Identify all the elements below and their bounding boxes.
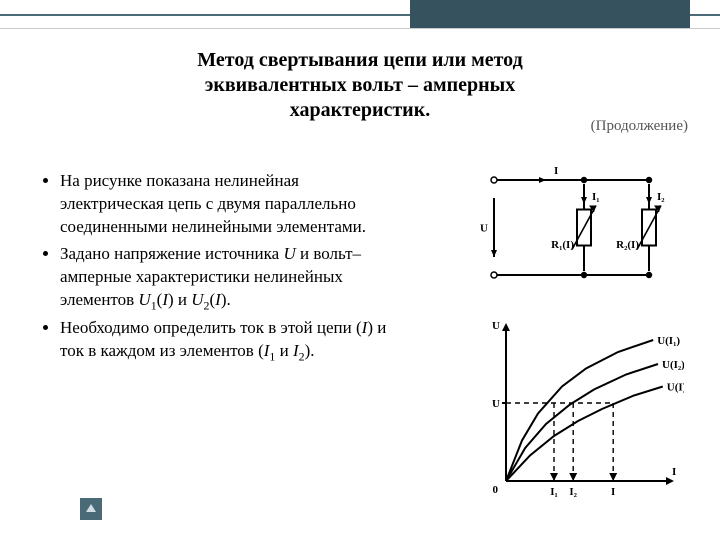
title-line-2: эквивалентных вольт – амперных <box>0 73 720 98</box>
bullet-list: На рисунке показана нелинейная электриче… <box>42 170 402 365</box>
slide-title: Метод свертывания цепи или метод эквивал… <box>0 48 720 123</box>
continuation-label: (Продолжение) <box>591 118 688 135</box>
svg-text:U(I₁): U(I₁) <box>657 335 680 347</box>
body-bullets: На рисунке показана нелинейная электриче… <box>42 170 402 369</box>
rule-block <box>410 0 690 28</box>
bullet-item: Необходимо определить ток в этой цепи (I… <box>60 317 402 364</box>
svg-text:0: 0 <box>493 484 499 496</box>
nav-up-button[interactable] <box>80 498 102 520</box>
svg-text:I₁: I₁ <box>592 191 600 203</box>
svg-text:I: I <box>611 486 615 498</box>
svg-text:U: U <box>492 320 500 332</box>
svg-text:I: I <box>672 466 676 478</box>
bullet-item: На рисунке показана нелинейная электриче… <box>60 170 402 239</box>
arrow-up-icon <box>85 503 97 515</box>
diagrams-column: I I₁ I₂ R₁(I) R₂(I) U U I 0 U(I₁) U(I₂) U(I) U I₁ I₂ I <box>474 150 694 506</box>
svg-text:U(I): U(I) <box>667 382 684 394</box>
svg-text:I₂: I₂ <box>569 486 577 498</box>
circuit-diagram: I I₁ I₂ R₁(I) R₂(I) U <box>474 150 684 300</box>
svg-text:U: U <box>480 223 488 235</box>
va-chart: U I 0 U(I₁) U(I₂) U(I) U I₁ I₂ I <box>474 306 684 506</box>
svg-text:I₂: I₂ <box>657 191 665 203</box>
svg-text:I: I <box>554 165 558 177</box>
svg-text:R₁(I): R₁(I) <box>551 239 574 251</box>
svg-text:U(I₂): U(I₂) <box>662 359 684 371</box>
slide-top-rule <box>0 0 720 36</box>
svg-text:R₂(I): R₂(I) <box>616 239 639 251</box>
title-line-1: Метод свертывания цепи или метод <box>0 48 720 73</box>
bullet-item: Задано напряжение источника U и вольт–ам… <box>60 243 402 313</box>
rule-thin <box>0 28 720 29</box>
svg-text:U: U <box>492 398 500 410</box>
svg-text:I₁: I₁ <box>550 486 558 498</box>
